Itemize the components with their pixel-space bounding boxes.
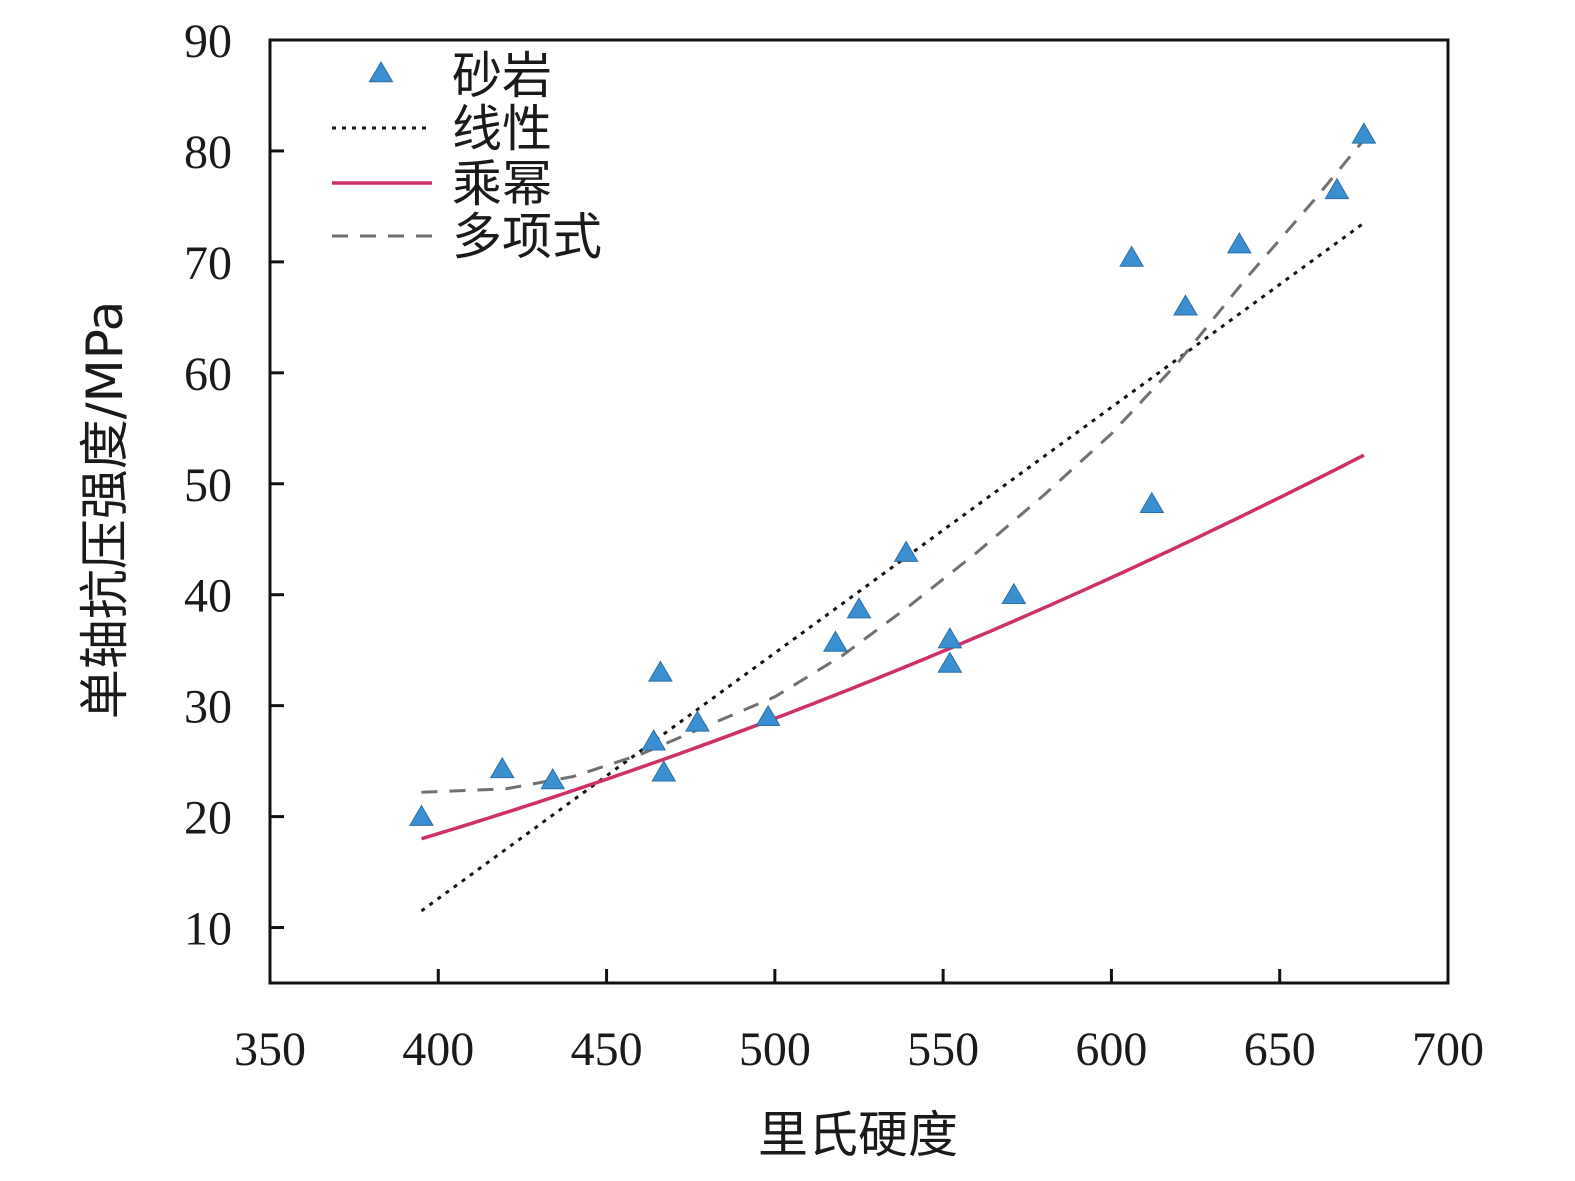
x-tick-labels: 350 400 450 500 550 600 650 700 (234, 1023, 1484, 1076)
sandstone-data-point (1119, 245, 1145, 267)
sandstone-data-point (1351, 122, 1377, 144)
y-tick-label: 40 (184, 570, 232, 623)
sandstone-data-point (937, 651, 963, 673)
y-tick-label: 70 (184, 237, 232, 290)
sandstone-data-point (1139, 491, 1165, 514)
x-tick-label: 350 (234, 1023, 306, 1076)
sandstone-data-point (755, 704, 781, 727)
x-tick-label: 550 (907, 1023, 979, 1076)
sandstone-data-point (937, 627, 963, 649)
polynomial-fit-curve (421, 138, 1366, 794)
sandstone-data-point (846, 597, 872, 619)
sandstone-data-point (1226, 232, 1252, 254)
legend-triangle-marker (368, 61, 394, 83)
sandstone-data-point (823, 630, 848, 652)
y-tick-label: 10 (184, 903, 232, 956)
sandstone-data-point (1001, 582, 1027, 605)
sandstone-data-point (893, 540, 919, 562)
linear-fit-line (420, 221, 1365, 913)
x-tick-label: 600 (1075, 1023, 1147, 1076)
sandstone-data-point (1324, 177, 1350, 200)
plot-frame (268, 38, 1450, 985)
legend-label-poly: 多项式 (452, 208, 602, 266)
legend-swatch-points (368, 61, 394, 83)
x-tick-label: 450 (571, 1023, 643, 1076)
data-points (409, 122, 1377, 826)
x-ticks (436, 969, 1282, 983)
legend-label-power: 乘幂 (452, 155, 552, 213)
sandstone-data-point (641, 729, 667, 751)
sandstone-data-point (540, 767, 566, 790)
sandstone-data-point (648, 660, 673, 682)
legend-label-points: 砂岩 (452, 47, 552, 105)
sandstone-data-point (651, 760, 677, 782)
y-tick-label: 30 (184, 681, 232, 734)
x-tick-label: 500 (739, 1023, 811, 1076)
power-fit-curve (420, 453, 1365, 841)
legend-label-linear: 线性 (452, 100, 552, 158)
sandstone-data-point (489, 756, 515, 779)
y-axis-title: 单轴抗压强度/MPa (76, 301, 134, 720)
x-tick-label: 650 (1244, 1023, 1316, 1076)
y-tick-label: 90 (184, 15, 232, 68)
fit-lines (420, 138, 1366, 913)
y-tick-label: 50 (184, 459, 232, 512)
y-tick-labels: 10 20 30 40 50 60 70 80 90 (184, 15, 232, 956)
y-tick-label: 80 (184, 126, 232, 179)
sandstone-data-point (685, 710, 710, 732)
x-tick-label: 700 (1412, 1023, 1484, 1076)
x-axis-title: 里氏硬度 (758, 1106, 958, 1164)
x-tick-label: 400 (402, 1023, 474, 1076)
sandstone-data-point (409, 804, 434, 826)
y-ticks (270, 149, 284, 930)
sandstone-data-point (1173, 294, 1198, 316)
y-tick-label: 20 (184, 792, 232, 845)
y-tick-label: 60 (184, 348, 232, 401)
